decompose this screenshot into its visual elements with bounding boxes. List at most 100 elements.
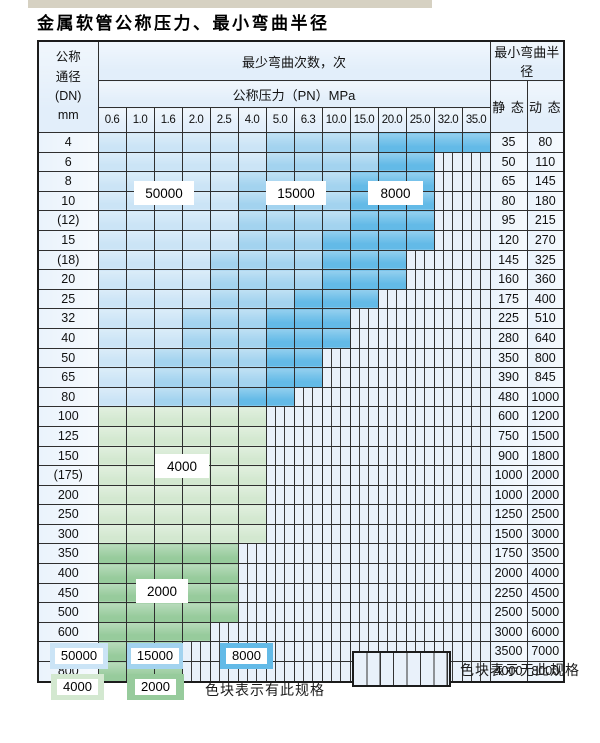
- spec-cell: [237, 249, 267, 271]
- spec-cell: [461, 425, 491, 447]
- spec-cell: [321, 386, 351, 408]
- dn-cell: 250: [37, 504, 99, 525]
- cycle-label-2000: 2000: [136, 579, 188, 603]
- spec-cell: [125, 465, 155, 486]
- spec-cell: [181, 132, 211, 153]
- dynamic-value-cell: 400: [526, 288, 565, 310]
- spec-cell: [349, 269, 379, 290]
- spec-cell: [321, 367, 351, 388]
- dynamic-value-cell: 6000: [526, 621, 565, 643]
- spec-cell: [321, 288, 351, 310]
- spec-cell: [293, 563, 323, 584]
- spec-cell: [265, 425, 295, 447]
- cycle-label-50000: 50000: [134, 181, 194, 205]
- spec-cell: [237, 465, 267, 486]
- static-value-cell: 600: [489, 406, 528, 427]
- spec-cell: [293, 641, 323, 663]
- spec-cell: [405, 210, 435, 231]
- spec-cell: [265, 484, 295, 506]
- spec-cell: [153, 367, 183, 388]
- spec-cell: [181, 308, 211, 329]
- spec-cell: [125, 504, 155, 525]
- spec-cell: [237, 543, 267, 565]
- pressure-value-header: 5.0: [265, 107, 295, 133]
- spec-table: 公称 通径 (DN) mm 最少弯曲次数，次 最小弯曲半径 公称压力（PN）MPa 静 …: [37, 40, 566, 683]
- spec-cell: [405, 386, 435, 408]
- spec-cell: [265, 249, 295, 271]
- spec-cell: [293, 406, 323, 427]
- spec-cell: [265, 269, 295, 290]
- static-value-cell: 3000: [489, 621, 528, 643]
- spec-cell: [153, 504, 183, 525]
- static-value-cell: 390: [489, 367, 528, 388]
- spec-cell: [377, 367, 407, 388]
- table-row: 8 65 145: [37, 171, 565, 192]
- table-row: (12) 95 215: [37, 210, 565, 231]
- spec-cell: [209, 523, 239, 545]
- spec-cell: [461, 582, 491, 604]
- spec-cell: [293, 504, 323, 525]
- table-row: 200 1000 2000: [37, 484, 565, 506]
- spec-cell: [349, 249, 379, 271]
- dynamic-value-cell: 360: [526, 269, 565, 290]
- static-value-cell: 750: [489, 425, 528, 447]
- page-title: 金属软管公称压力、最小弯曲半径: [37, 14, 330, 34]
- dynamic-value-cell: 2000: [526, 465, 565, 486]
- spec-cell: [405, 288, 435, 310]
- dynamic-value-cell: 8000: [526, 661, 565, 683]
- spec-cell: [209, 582, 239, 604]
- spec-cell: [181, 347, 211, 369]
- spec-cell: [293, 523, 323, 545]
- spec-cell: [349, 288, 379, 310]
- spec-cell: [237, 151, 267, 173]
- spec-cell: [97, 132, 127, 153]
- spec-cell: [461, 210, 491, 231]
- spec-cell: [97, 543, 127, 565]
- spec-cell: [405, 563, 435, 584]
- spec-cell: [433, 602, 463, 623]
- spec-cell: [125, 484, 155, 506]
- spec-cell: [153, 288, 183, 310]
- spec-cell: [293, 151, 323, 173]
- spec-cell: [433, 190, 463, 212]
- spec-cell: [181, 229, 211, 251]
- spec-cell: [97, 386, 127, 408]
- spec-cell: [293, 347, 323, 369]
- pressure-value-header: 20.0: [377, 107, 407, 133]
- dn-cell: 50: [37, 347, 99, 369]
- spec-cell: [461, 504, 491, 525]
- spec-cell: [433, 523, 463, 545]
- spec-cell: [97, 269, 127, 290]
- spec-cell: [321, 406, 351, 427]
- spec-cell: [321, 621, 351, 643]
- spec-cell: [377, 132, 407, 153]
- pressure-value-header: 1.0: [125, 107, 155, 133]
- spec-cell: [153, 543, 183, 565]
- table-row: 80 480 1000: [37, 386, 565, 408]
- spec-cell: [377, 249, 407, 271]
- dn-cell: 80: [37, 386, 99, 408]
- spec-cell: [433, 504, 463, 525]
- spec-cell: [209, 229, 239, 251]
- spec-cell: [125, 151, 155, 173]
- spec-cell: [433, 171, 463, 192]
- spec-cell: [125, 308, 155, 329]
- spec-cell: [265, 288, 295, 310]
- spec-cell: [461, 602, 491, 623]
- spec-cell: [293, 249, 323, 271]
- dynamic-value-cell: 510: [526, 308, 565, 329]
- dn-cell: 25: [37, 288, 99, 310]
- spec-cell: [433, 288, 463, 310]
- spec-cell: [181, 327, 211, 349]
- legend-hatch-box: [352, 651, 451, 687]
- spec-cell: [237, 621, 267, 643]
- spec-cell: [461, 229, 491, 251]
- spec-cell: [265, 543, 295, 565]
- spec-cell: [321, 425, 351, 447]
- nominal-pressure-header: 公称压力（PN）MPa: [97, 80, 491, 108]
- spec-cell: [405, 347, 435, 369]
- spec-cell: [405, 406, 435, 427]
- dn-cell: 400: [37, 563, 99, 584]
- static-value-cell: 2500: [489, 602, 528, 623]
- table-row: 4 35 80: [37, 132, 565, 153]
